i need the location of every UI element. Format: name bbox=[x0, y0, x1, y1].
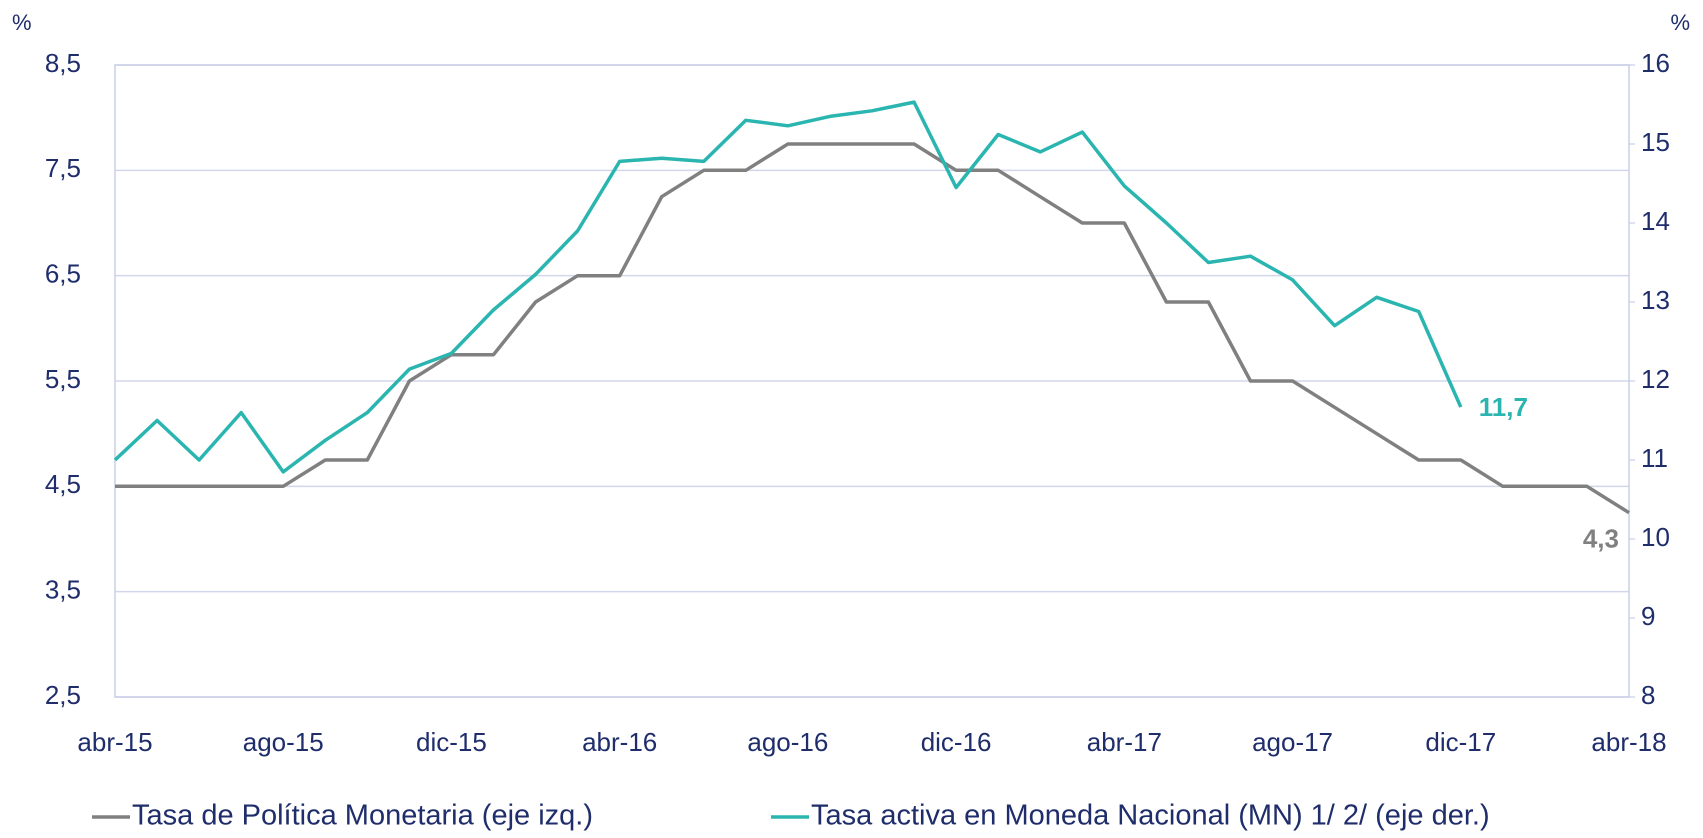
y2-tick-label: 16 bbox=[1641, 48, 1670, 78]
x-tick-label: dic-16 bbox=[921, 727, 992, 757]
x-tick-label: ago-16 bbox=[747, 727, 828, 757]
y2-tick-label: 11 bbox=[1641, 443, 1668, 473]
x-tick-label: ago-17 bbox=[1252, 727, 1333, 757]
plot-border bbox=[114, 64, 1630, 698]
x-tick-label: dic-17 bbox=[1425, 727, 1496, 757]
y2-axis-unit: % bbox=[1670, 10, 1690, 35]
y2-tick-label: 12 bbox=[1641, 364, 1670, 394]
x-tick-label: dic-15 bbox=[416, 727, 487, 757]
x-tick-label: abr-17 bbox=[1087, 727, 1162, 757]
legend-label: Tasa de Política Monetaria (eje izq.) bbox=[132, 800, 593, 832]
series-line bbox=[113, 100, 1463, 474]
y-tick-label: 7,5 bbox=[45, 153, 81, 183]
y-tick-label: 4,5 bbox=[45, 469, 81, 499]
legend-label: Tasa activa en Moneda Nacional (MN) 1/ 2… bbox=[811, 800, 1490, 832]
y2-tick-label: 9 bbox=[1641, 601, 1655, 631]
y2-tick-label: 8 bbox=[1641, 680, 1655, 710]
data-label: 4,3 bbox=[1583, 524, 1619, 554]
y2-tick-label: 15 bbox=[1641, 127, 1670, 157]
y-axis-unit: % bbox=[12, 10, 32, 35]
x-tick-label: abr-15 bbox=[77, 727, 152, 757]
x-tick-label: ago-15 bbox=[243, 727, 324, 757]
y2-tick-label: 14 bbox=[1641, 206, 1670, 236]
x-tick-label: abr-16 bbox=[582, 727, 657, 757]
data-label: 11,7 bbox=[1479, 392, 1528, 422]
y2-tick-label: 10 bbox=[1641, 522, 1670, 552]
y-tick-label: 2,5 bbox=[45, 680, 81, 710]
y-tick-label: 5,5 bbox=[45, 364, 81, 394]
y-tick-label: 8,5 bbox=[45, 48, 81, 78]
series-line bbox=[115, 142, 1630, 515]
y2-tick-label: 13 bbox=[1641, 285, 1670, 315]
y-tick-label: 6,5 bbox=[45, 259, 81, 289]
x-tick-label: abr-18 bbox=[1591, 727, 1666, 757]
y-tick-label: 3,5 bbox=[45, 575, 81, 605]
